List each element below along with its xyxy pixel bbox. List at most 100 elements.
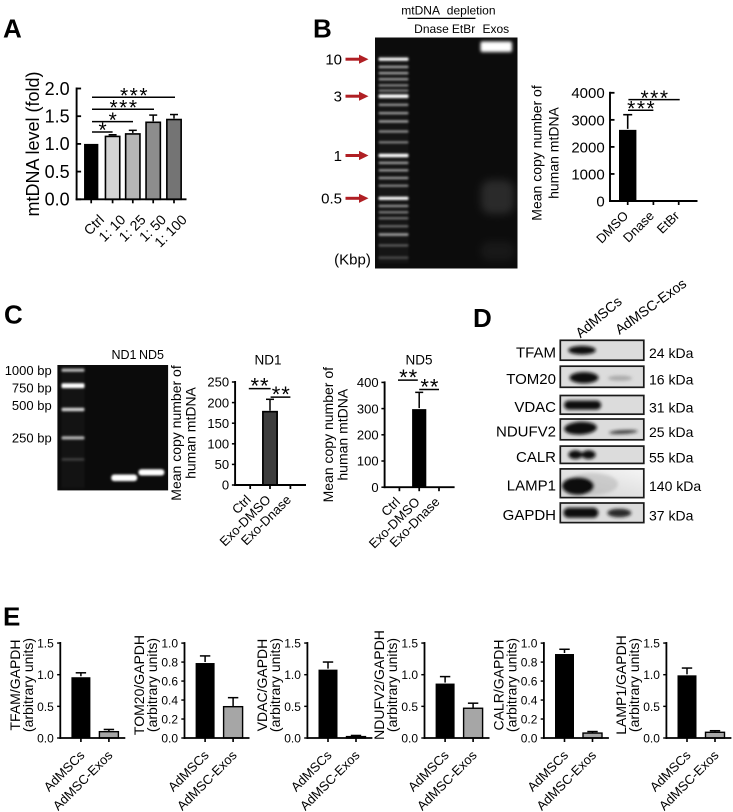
- svg-text:1.0: 1.0: [161, 637, 178, 651]
- svg-text:0.4: 0.4: [161, 693, 178, 707]
- svg-text:500 bp: 500 bp: [12, 398, 52, 413]
- svg-text:TOM20/GAPDH: TOM20/GAPDH: [131, 635, 147, 735]
- svg-text:16 kDa: 16 kDa: [649, 371, 694, 387]
- svg-text:0.6: 0.6: [161, 674, 178, 688]
- svg-text:C: C: [4, 300, 23, 330]
- svg-text:0.0: 0.0: [521, 731, 538, 745]
- svg-text:1.5: 1.5: [401, 636, 418, 650]
- svg-text:0.5: 0.5: [401, 700, 418, 714]
- svg-text:37 kDa: 37 kDa: [649, 507, 694, 523]
- svg-text:D: D: [473, 303, 492, 333]
- svg-text:GAPDH: GAPDH: [503, 507, 556, 524]
- svg-text:Dnase: Dnase: [414, 22, 449, 36]
- svg-text:(arbitrary units): (arbitrary units): [626, 638, 642, 732]
- svg-text:0.8: 0.8: [161, 655, 178, 669]
- svg-text:0.0: 0.0: [45, 190, 70, 210]
- svg-text:human mtDNA: human mtDNA: [335, 388, 351, 480]
- svg-text:1.0: 1.0: [643, 668, 660, 682]
- svg-text:EtBr: EtBr: [452, 22, 475, 36]
- svg-text:0.5: 0.5: [284, 700, 301, 714]
- svg-text:LAMP1/GAPDH: LAMP1/GAPDH: [613, 635, 629, 735]
- svg-text:***: ***: [109, 97, 138, 120]
- svg-text:0.5: 0.5: [37, 700, 54, 714]
- svg-text:2000: 2000: [571, 139, 604, 156]
- svg-text:0.2: 0.2: [521, 712, 538, 726]
- svg-text:1.0: 1.0: [521, 637, 538, 651]
- svg-text:750 bp: 750 bp: [12, 380, 52, 395]
- svg-text:400: 400: [357, 375, 379, 390]
- svg-text:100: 100: [207, 437, 229, 452]
- svg-text:25 kDa: 25 kDa: [649, 424, 694, 440]
- svg-text:0.4: 0.4: [521, 693, 538, 707]
- svg-text:0: 0: [371, 480, 378, 495]
- svg-text:***: ***: [640, 87, 669, 110]
- svg-text:**: **: [420, 375, 439, 400]
- svg-text:**: **: [272, 382, 291, 407]
- svg-text:1.5: 1.5: [284, 636, 301, 650]
- svg-text:1000: 1000: [571, 166, 604, 183]
- svg-text:ND5: ND5: [139, 348, 164, 362]
- svg-text:(arbitrary units): (arbitrary units): [20, 638, 36, 732]
- svg-text:TFAM/GAPDH: TFAM/GAPDH: [7, 639, 23, 730]
- svg-text:1.0: 1.0: [284, 668, 301, 682]
- svg-text:ND1: ND1: [111, 348, 136, 362]
- svg-text:200: 200: [207, 395, 229, 410]
- svg-text:TFAM: TFAM: [516, 344, 556, 361]
- svg-text:0.5: 0.5: [643, 700, 660, 714]
- svg-text:0.2: 0.2: [161, 712, 178, 726]
- svg-text:200: 200: [357, 428, 379, 443]
- svg-text:depletion: depletion: [447, 4, 496, 18]
- svg-text:(arbitrary units): (arbitrary units): [267, 638, 283, 732]
- svg-text:human mtDNA: human mtDNA: [546, 106, 562, 198]
- svg-text:1000 bp: 1000 bp: [5, 363, 52, 378]
- svg-text:LAMP1: LAMP1: [507, 477, 556, 494]
- svg-text:0.5: 0.5: [45, 162, 70, 182]
- svg-text:(arbitrary units): (arbitrary units): [384, 638, 400, 732]
- svg-text:*: *: [98, 119, 108, 142]
- svg-text:150: 150: [207, 416, 229, 431]
- svg-text:Exos: Exos: [482, 22, 509, 36]
- svg-text:B: B: [313, 14, 332, 44]
- svg-text:VDAC: VDAC: [514, 399, 556, 416]
- svg-text:Mean copy number of: Mean copy number of: [168, 365, 184, 501]
- svg-text:0.0: 0.0: [401, 731, 418, 745]
- svg-text:***: ***: [627, 98, 656, 121]
- svg-text:250 bp: 250 bp: [12, 430, 52, 445]
- svg-text:1.0: 1.0: [401, 668, 418, 682]
- svg-text:0.5: 0.5: [321, 191, 342, 208]
- svg-text:TOM20: TOM20: [506, 371, 556, 388]
- svg-text:4000: 4000: [571, 85, 604, 102]
- svg-text:NDUFV2: NDUFV2: [496, 423, 556, 440]
- svg-text:(Kbp): (Kbp): [334, 252, 371, 269]
- svg-text:100: 100: [357, 454, 379, 469]
- svg-text:human mtDNA: human mtDNA: [183, 386, 199, 478]
- svg-text:1.5: 1.5: [37, 636, 54, 650]
- svg-text:0.0: 0.0: [284, 731, 301, 745]
- svg-text:3000: 3000: [571, 112, 604, 129]
- svg-text:(arbitrary units): (arbitrary units): [144, 638, 160, 732]
- svg-text:55 kDa: 55 kDa: [649, 449, 694, 465]
- svg-text:CALR/GAPDH: CALR/GAPDH: [491, 639, 507, 730]
- svg-text:0: 0: [596, 193, 604, 210]
- svg-text:**: **: [250, 374, 269, 399]
- svg-text:mtDNA: mtDNA: [401, 4, 440, 18]
- svg-text:ND5: ND5: [405, 353, 432, 368]
- svg-text:CALR: CALR: [516, 449, 556, 466]
- svg-text:0.6: 0.6: [521, 674, 538, 688]
- svg-text:300: 300: [357, 401, 379, 416]
- svg-text:0.8: 0.8: [521, 655, 538, 669]
- svg-text:Mean copy number of: Mean copy number of: [320, 367, 336, 503]
- svg-text:0.0: 0.0: [161, 731, 178, 745]
- svg-text:(arbitrary units): (arbitrary units): [503, 638, 519, 732]
- svg-text:ND1: ND1: [254, 353, 281, 368]
- svg-text:E: E: [3, 602, 20, 632]
- svg-text:1.5: 1.5: [643, 636, 660, 650]
- svg-text:10: 10: [325, 52, 342, 69]
- svg-text:0.0: 0.0: [643, 731, 660, 745]
- svg-text:mtDNA level (fold): mtDNA level (fold): [23, 71, 43, 216]
- svg-text:1.5: 1.5: [45, 107, 70, 127]
- svg-text:31 kDa: 31 kDa: [649, 399, 694, 415]
- svg-text:3: 3: [334, 89, 342, 106]
- svg-text:***: ***: [120, 84, 149, 107]
- svg-text:250: 250: [207, 375, 229, 390]
